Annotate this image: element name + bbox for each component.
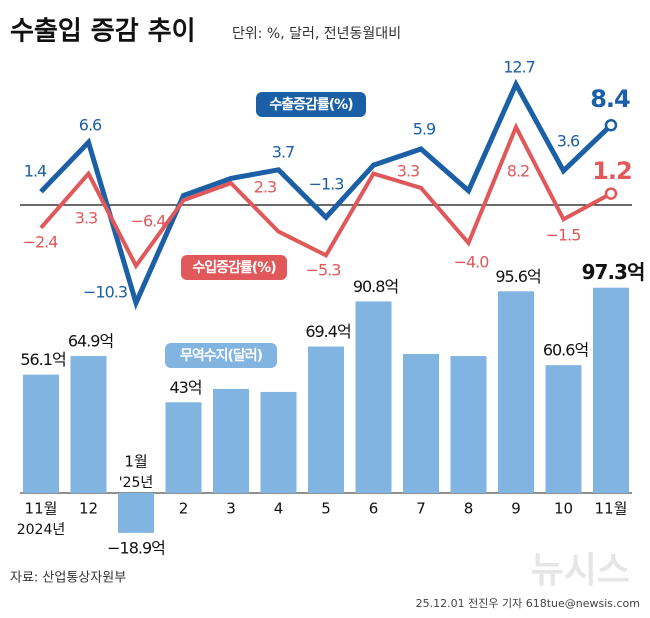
bar-value-label: 56.1억 xyxy=(20,350,65,369)
bar xyxy=(545,365,582,493)
x-tick-sublabel: '25년 xyxy=(119,475,154,491)
bar xyxy=(213,388,249,493)
bar-value-label: 90.8억 xyxy=(353,277,398,296)
line-value-label: 1.4 xyxy=(24,162,47,181)
line-series xyxy=(39,78,613,311)
chart-title: 수출입 증감 추이 xyxy=(10,17,196,47)
end-marker xyxy=(604,118,618,132)
watermark: 뉴시스 xyxy=(531,550,630,591)
credit: 25.12.01 전진우 기자 618tue@newsis.com xyxy=(416,597,640,610)
line-value-label: −1.5 xyxy=(546,226,581,245)
bar xyxy=(498,291,534,493)
x-tick-label: 6 xyxy=(369,500,379,518)
x-tick-label: 12 xyxy=(79,500,98,518)
bar xyxy=(165,402,202,493)
bar xyxy=(23,374,59,493)
bar-value-label: 69.4억 xyxy=(305,322,350,341)
line-value-label: 3.3 xyxy=(397,162,419,181)
bar-value-label: 95.6억 xyxy=(495,267,540,286)
bar-value-label: 60.6억 xyxy=(543,341,588,360)
x-tick-label: 8 xyxy=(464,500,474,518)
x-tick-label: 10 xyxy=(554,500,573,518)
bar xyxy=(450,356,487,493)
legend-box xyxy=(165,343,277,368)
bar-value-label: 64.9억 xyxy=(68,332,113,351)
x-tick-label: 11월 xyxy=(25,500,58,518)
bar-value-label: −18.9억 xyxy=(107,538,165,557)
line-value-label: 3.3 xyxy=(75,209,97,228)
bar xyxy=(70,356,107,493)
x-tick-label: 5 xyxy=(321,500,331,518)
line-series xyxy=(39,122,612,270)
chart-subtitle: 단위: %, 달러, 전년동월대비 xyxy=(232,26,401,42)
line-value-label: 8.4 xyxy=(590,85,630,113)
line-value-label: −1.3 xyxy=(309,175,344,194)
x-tick-label: 3 xyxy=(226,500,236,518)
line-value-label: −10.3 xyxy=(83,283,127,302)
line-value-label: 3.6 xyxy=(557,132,580,151)
bar xyxy=(118,493,154,533)
legend-box xyxy=(181,255,287,280)
line-value-label: 3.7 xyxy=(272,143,294,162)
bar xyxy=(260,391,297,493)
x-tick-label: 7 xyxy=(416,500,426,518)
bar xyxy=(355,301,392,493)
line-value-label: −6.4 xyxy=(131,212,167,231)
x-tick-label: 4 xyxy=(274,500,284,518)
line-value-label: 12.7 xyxy=(503,58,535,77)
x-tick-label: 9 xyxy=(511,500,521,518)
legend-box xyxy=(256,92,366,117)
x-tick-label: 11월 xyxy=(595,500,628,518)
legend-label: 무역수지(달러) xyxy=(180,347,263,364)
line-value-label: −5.3 xyxy=(306,261,341,280)
bar-value-label: 43억 xyxy=(169,378,201,397)
x-tick-sublabel: 2024년 xyxy=(17,522,66,538)
line-value-label: 1.2 xyxy=(592,157,632,185)
bar xyxy=(308,346,344,493)
source: 자료: 산업통상자원부 xyxy=(10,571,126,586)
legend-label: 수입증감률(%) xyxy=(192,259,276,276)
line-value-label: 5.9 xyxy=(413,120,436,139)
line-value-label: −2.4 xyxy=(23,233,59,252)
line-value-label: 2.3 xyxy=(254,178,276,197)
bar xyxy=(403,353,439,493)
x-tick-label: 1월 xyxy=(124,453,147,471)
bar xyxy=(593,287,629,493)
bar-value-label: 97.3억 xyxy=(582,260,645,284)
x-tick-label: 2 xyxy=(179,500,189,518)
line-value-label: 6.6 xyxy=(79,116,102,135)
legend-label: 수출증감률(%) xyxy=(269,96,353,113)
line-value-label: 8.2 xyxy=(507,162,529,181)
end-marker xyxy=(604,187,618,200)
line-value-label: −4.0 xyxy=(454,253,490,272)
